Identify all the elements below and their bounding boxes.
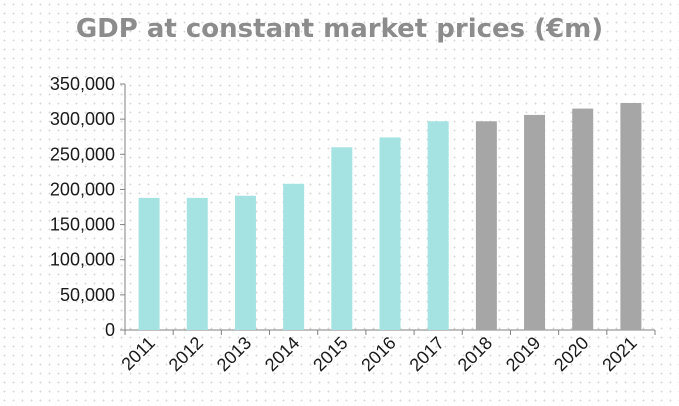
- bar-2013: [234, 195, 256, 330]
- bar-2012: [186, 197, 208, 330]
- bar-2019: [524, 114, 546, 330]
- y-tick-label: 350,000: [50, 74, 115, 94]
- x-tick-label: 2021: [598, 333, 640, 375]
- chart-title: GDP at constant market prices (€m): [75, 14, 604, 44]
- x-tick-label: 2020: [550, 333, 592, 375]
- x-tick-label: 2014: [261, 333, 303, 375]
- x-tick-label: 2018: [454, 333, 496, 375]
- bar-2014: [283, 183, 305, 330]
- bar-2020: [572, 108, 594, 330]
- bar-2015: [331, 147, 353, 330]
- bar-2017: [427, 121, 449, 330]
- x-tick-label: 2017: [406, 333, 448, 375]
- y-tick-label: 300,000: [50, 109, 115, 129]
- y-tick-label: 150,000: [50, 215, 115, 235]
- y-tick-label: 250,000: [50, 144, 115, 164]
- x-tick-label: 2012: [165, 333, 207, 375]
- bar-2016: [379, 137, 401, 330]
- x-tick-label: 2015: [309, 333, 351, 375]
- y-tick-label: 50,000: [60, 285, 115, 305]
- x-tick-label: 2013: [213, 333, 255, 375]
- x-tick-label: 2016: [357, 333, 399, 375]
- bar-2021: [620, 102, 642, 330]
- bar-2018: [475, 121, 497, 330]
- y-tick-label: 0: [105, 320, 115, 340]
- bar-2011: [138, 197, 160, 330]
- x-tick-label: 2011: [117, 333, 159, 375]
- y-tick-label: 200,000: [50, 179, 115, 199]
- x-tick-label: 2019: [502, 333, 544, 375]
- y-tick-label: 100,000: [50, 250, 115, 270]
